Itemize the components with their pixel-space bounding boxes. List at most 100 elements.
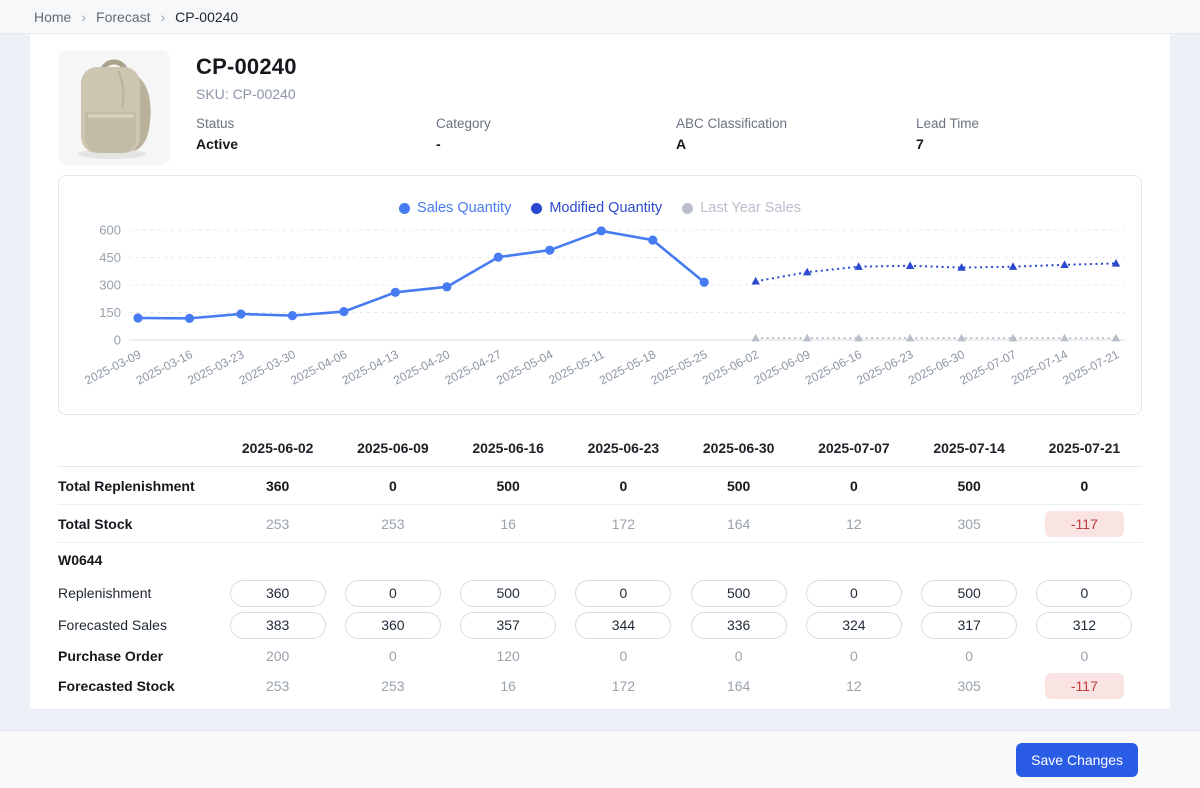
legend-item-last-year-sales[interactable]: Last Year Sales xyxy=(682,200,801,216)
category-value: - xyxy=(436,136,441,152)
series-line-modified-quantity xyxy=(755,262,1117,283)
chevron-right-icon: › xyxy=(81,8,87,25)
table-cell xyxy=(1027,579,1142,607)
forecasted-sales-input[interactable] xyxy=(921,611,1018,639)
data-point xyxy=(854,333,863,342)
forecasted-sales-input[interactable] xyxy=(805,611,902,639)
table-cell xyxy=(1027,611,1142,639)
product-sku: SKU: CP-00240 xyxy=(196,86,296,102)
legend-label: Last Year Sales xyxy=(700,200,801,216)
series-line-sales-quantity xyxy=(137,229,706,320)
legend-dot-icon xyxy=(399,202,411,214)
table-cell: -117 xyxy=(1027,510,1142,537)
table-cell xyxy=(220,579,335,607)
x-axis-tick: 2025-06-30 xyxy=(906,347,967,387)
table-cell: 500 xyxy=(726,477,751,494)
column-header: 2025-06-02 xyxy=(241,439,314,456)
table-cell: 253 xyxy=(381,678,405,694)
main-content: CP-00240 SKU: CP-00240 Status Active Cat… xyxy=(30,34,1170,710)
forecasted-sales-input[interactable] xyxy=(229,611,326,639)
table-cell xyxy=(681,579,796,607)
replenishment-input[interactable] xyxy=(805,579,902,607)
table-cell xyxy=(335,611,450,639)
legend-dot-icon xyxy=(531,202,543,214)
table-cell: 12 xyxy=(846,515,862,532)
table-cell: 253 xyxy=(381,515,405,532)
page-title: CP-00240 xyxy=(196,54,297,79)
negative-stock-badge: -117 xyxy=(1044,510,1124,537)
x-axis-tick: 2025-06-09 xyxy=(751,347,812,387)
column-header: 2025-06-16 xyxy=(472,439,544,456)
lead-time-value: 7 xyxy=(916,136,924,152)
x-axis-tick: 2025-07-21 xyxy=(1060,347,1121,387)
table-cell: 0 xyxy=(1080,477,1089,494)
table-cell: 0 xyxy=(619,477,628,494)
table-cell: 172 xyxy=(611,678,636,694)
table-cell: 0 xyxy=(388,648,397,664)
data-point xyxy=(287,311,298,321)
replenishment-input[interactable] xyxy=(690,579,787,607)
x-axis-tick: 2025-05-04 xyxy=(494,347,555,387)
data-point xyxy=(1008,262,1018,270)
replenishment-input[interactable] xyxy=(921,579,1018,607)
column-header: 2025-06-30 xyxy=(702,439,775,456)
table-cell xyxy=(451,611,566,639)
data-point xyxy=(339,306,349,317)
abc-classification-value: A xyxy=(676,136,687,152)
table-cell: 500 xyxy=(496,477,520,494)
forecast-chart: 01503004506002025-03-092025-03-162025-03… xyxy=(82,223,1125,388)
table-cell: 0 xyxy=(734,648,743,664)
warehouse-name: W0644 xyxy=(58,552,103,568)
row-label: Forecasted Stock xyxy=(58,678,175,694)
table-cell xyxy=(566,579,681,607)
breadcrumb-home[interactable]: Home xyxy=(34,8,72,25)
column-header: 2025-06-23 xyxy=(587,439,660,456)
table-cell: 0 xyxy=(619,648,628,664)
table-row-replenishment: Replenishment xyxy=(58,577,1142,609)
table-cell: 0 xyxy=(388,477,397,494)
breadcrumb-forecast[interactable]: Forecast xyxy=(96,8,151,25)
attribute-lead-time: Lead Time 7 xyxy=(916,116,1156,152)
forecasted-sales-input[interactable] xyxy=(344,611,441,639)
table-header-row: 2025-06-02 2025-06-09 2025-06-16 2025-06-23… xyxy=(58,429,1142,467)
legend-item-modified-quantity[interactable]: Modified Quantity xyxy=(531,200,662,216)
forecasted-sales-input[interactable] xyxy=(460,611,557,639)
replenishment-input[interactable] xyxy=(344,579,441,607)
forecast-table: 2025-06-02 2025-06-09 2025-06-16 2025-06-23… xyxy=(58,429,1142,701)
table-cell: 200 xyxy=(265,648,290,664)
replenishment-input[interactable] xyxy=(229,579,326,607)
replenishment-input[interactable] xyxy=(575,579,672,607)
data-point xyxy=(596,226,606,236)
breadcrumb-current: CP-00240 xyxy=(175,8,239,25)
data-point xyxy=(751,276,760,285)
forecasted-sales-input[interactable] xyxy=(690,611,787,639)
attribute-abc-classification: ABC Classification A xyxy=(676,116,916,152)
replenishment-input[interactable] xyxy=(460,579,557,607)
forecasted-sales-input[interactable] xyxy=(1036,611,1133,639)
row-label: Forecasted Sales xyxy=(58,617,167,633)
table-cell: 360 xyxy=(265,477,290,494)
table-cell: -117 xyxy=(1027,673,1142,699)
data-point xyxy=(184,313,195,323)
row-label: Purchase Order xyxy=(58,648,164,664)
forecasted-sales-input[interactable] xyxy=(575,611,672,639)
x-axis-tick: 2025-04-06 xyxy=(288,347,349,387)
table-row-forecasted-stock: Forecasted Stock 253 253 16 172 164 12 305 -117 xyxy=(58,671,1142,701)
forecast-chart-panel: Sales Quantity Modified Quantity Last Year… xyxy=(58,175,1142,415)
table-cell: 0 xyxy=(965,648,974,664)
product-image xyxy=(58,50,170,165)
column-header: 2025-07-14 xyxy=(933,439,1005,456)
save-changes-button[interactable]: Save Changes xyxy=(1016,742,1138,777)
table-row-purchase-order: Purchase Order 200 0 120 0 0 0 0 0 xyxy=(58,641,1142,671)
table-row-forecasted-sales: Forecasted Sales xyxy=(58,609,1142,641)
y-axis-tick: 300 xyxy=(99,278,121,293)
replenishment-input[interactable] xyxy=(1036,579,1133,607)
negative-stock-badge: -117 xyxy=(1044,673,1124,699)
data-point xyxy=(957,333,966,342)
product-attributes: Status Active Category - ABC Classificat… xyxy=(196,116,1156,152)
table-cell: 120 xyxy=(496,648,520,664)
x-axis-tick: 2025-04-13 xyxy=(340,347,401,387)
data-point xyxy=(390,287,400,297)
data-point xyxy=(545,245,555,255)
legend-item-sales-quantity[interactable]: Sales Quantity xyxy=(399,200,511,216)
